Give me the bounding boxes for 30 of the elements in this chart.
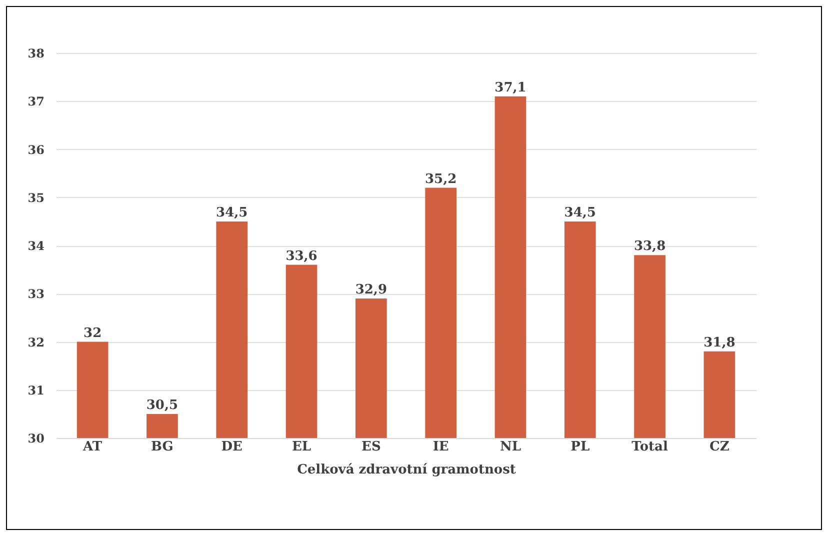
data-label: 35,2 xyxy=(424,172,457,187)
data-label: 31,8 xyxy=(704,335,736,350)
y-tick-label: 32 xyxy=(28,335,44,350)
x-axis-title: Celková zdravotní gramotnost xyxy=(297,462,516,478)
data-label: 33,8 xyxy=(634,239,666,254)
y-tick-label: 31 xyxy=(28,383,44,398)
data-label: 32 xyxy=(84,326,102,341)
y-tick-label: 30 xyxy=(28,432,44,446)
x-tick-label: ES xyxy=(362,440,381,454)
x-tick-label: AT xyxy=(82,440,102,454)
data-label: 34,5 xyxy=(216,205,248,220)
x-tick-label: CZ xyxy=(710,440,730,454)
data-label: 34,5 xyxy=(564,205,596,220)
y-tick-label: 38 xyxy=(28,46,44,60)
y-tick-label: 36 xyxy=(28,142,44,157)
x-tick-label: PL xyxy=(570,440,590,454)
data-label: 32,9 xyxy=(355,282,388,298)
y-tick-label: 34 xyxy=(28,239,44,253)
data-label: 37,1 xyxy=(494,80,526,96)
y-tick-label: 37 xyxy=(28,94,44,109)
y-tick-label: 33 xyxy=(28,287,44,302)
x-tick-label: EL xyxy=(292,440,312,454)
x-tick-label: Total xyxy=(632,440,668,454)
y-tick-label: 35 xyxy=(28,190,44,205)
x-tick-label: IE xyxy=(432,440,449,454)
data-label: 33,6 xyxy=(286,248,318,264)
data-label: 30,5 xyxy=(146,398,178,413)
x-tick-label: NL xyxy=(500,440,521,454)
x-tick-label: BG xyxy=(151,440,174,454)
x-tick-label: DE xyxy=(221,440,243,454)
